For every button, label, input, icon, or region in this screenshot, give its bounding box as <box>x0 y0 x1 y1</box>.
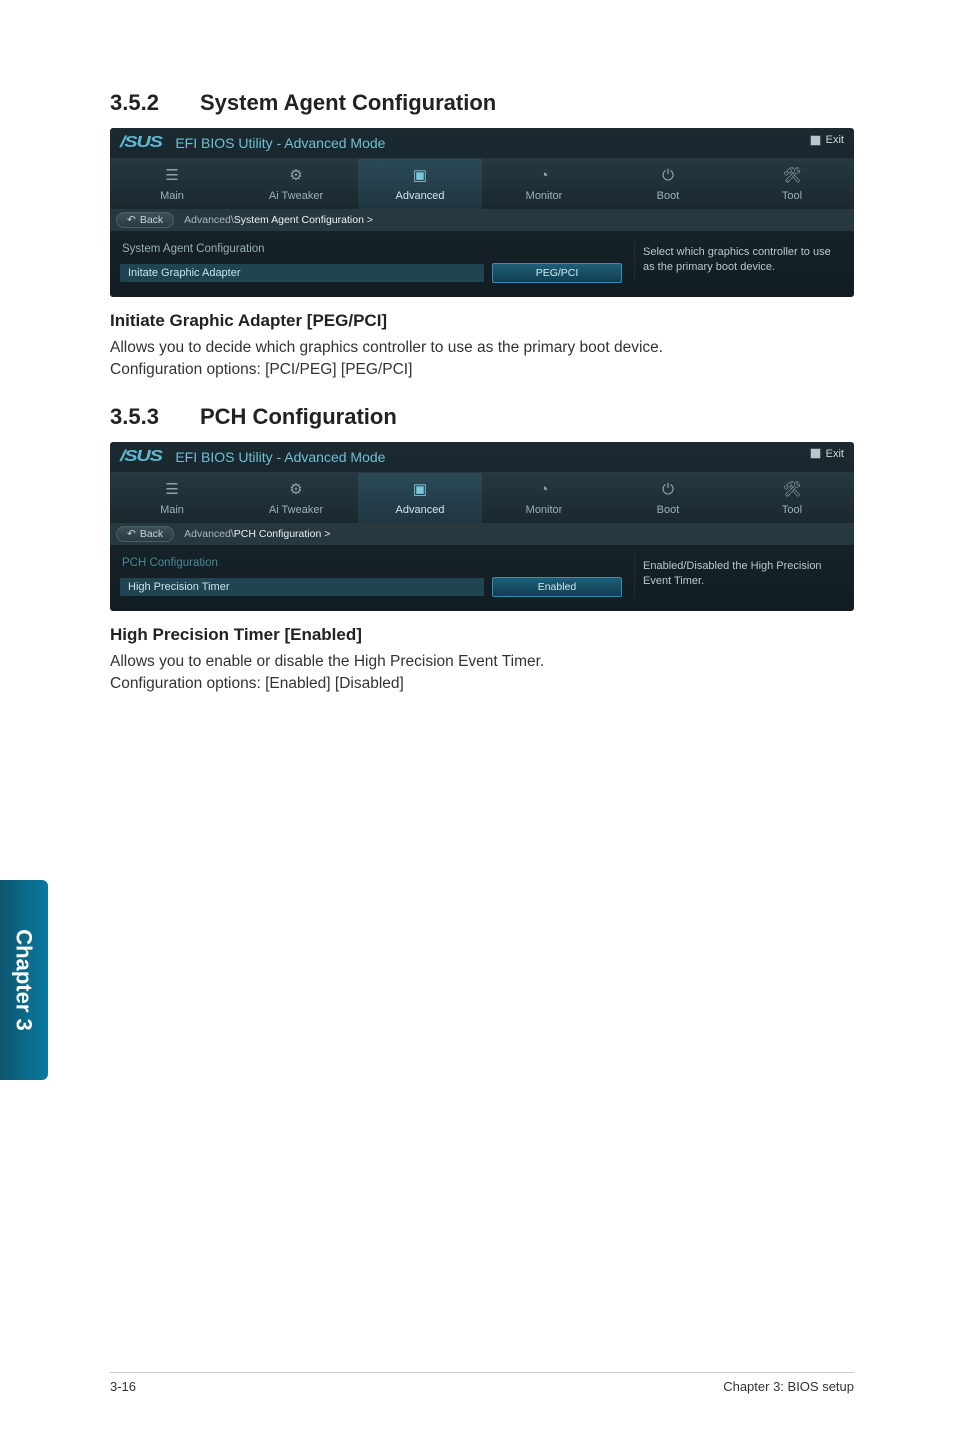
tab-label: Advanced <box>396 190 445 202</box>
tab-label: Monitor <box>526 504 563 516</box>
body-line: Allows you to decide which graphics cont… <box>110 339 663 356</box>
breadcrumb-current: System Agent Configuration > <box>234 214 373 226</box>
tab-row: ☰ Main ⚙ Ai Tweaker ▣ Advanced ◔ Monitor ⏻ Bo… <box>110 473 854 523</box>
tab-tweaker[interactable]: ⚙ Ai Tweaker <box>234 159 358 209</box>
config-title: System Agent Configuration <box>120 239 622 263</box>
config-value[interactable]: PEG/PCI <box>492 263 622 283</box>
body-line: Configuration options: [Enabled] [Disabl… <box>110 675 404 692</box>
back-button[interactable]: ↶ Back <box>116 526 174 542</box>
tab-boot[interactable]: ⏻ Boot <box>606 473 730 523</box>
tab-row: ☰ Main ⚙ Ai Tweaker ▣ Advanced ◔ Monitor ⏻ Bo… <box>110 159 854 209</box>
section-number: 3.5.3 <box>110 404 200 430</box>
breadcrumb-prefix: Advanced\ <box>184 214 234 226</box>
tab-boot[interactable]: ⏻ Boot <box>606 159 730 209</box>
back-label: Back <box>140 214 163 226</box>
page-number: 3-16 <box>110 1379 136 1394</box>
tab-advanced[interactable]: ▣ Advanced <box>358 159 482 209</box>
config-value[interactable]: Enabled <box>492 577 622 597</box>
help-text: Enabled/Disabled the High Precision Even… <box>643 559 840 589</box>
wrench-icon: ⚙ <box>234 481 358 499</box>
body-text: Allows you to decide which graphics cont… <box>110 337 854 382</box>
tab-label: Ai Tweaker <box>269 504 323 516</box>
settings-column: PCH Configuration High Precision Timer E… <box>120 553 622 597</box>
tab-label: Ai Tweaker <box>269 190 323 202</box>
help-column: Enabled/Disabled the High Precision Even… <box>634 553 844 597</box>
chapter-side-tab: Chapter 3 <box>0 880 48 1080</box>
monitor-icon: ◔ <box>482 167 606 185</box>
page-footer: 3-16 Chapter 3: BIOS setup <box>110 1372 854 1394</box>
content-area: System Agent Configuration Initate Graph… <box>110 231 854 297</box>
back-label: Back <box>140 528 163 540</box>
exit-icon <box>810 135 821 146</box>
settings-column: System Agent Configuration Initate Graph… <box>120 239 622 283</box>
tool-icon: 🛠 <box>730 481 854 499</box>
exit-label: Exit <box>826 134 844 146</box>
config-label: Initate Graphic Adapter <box>120 264 484 282</box>
section-heading: 3.5.3 PCH Configuration <box>110 404 854 430</box>
tab-monitor[interactable]: ◔ Monitor <box>482 159 606 209</box>
exit-button[interactable]: Exit <box>810 134 844 146</box>
section-number: 3.5.2 <box>110 90 200 116</box>
exit-button[interactable]: Exit <box>810 448 844 460</box>
bios-header: /SUS EFI BIOS Utility - Advanced Mode Ex… <box>110 442 854 473</box>
power-icon: ⏻ <box>606 167 730 185</box>
tab-tool[interactable]: 🛠 Tool <box>730 473 854 523</box>
bios-panel-pch: /SUS EFI BIOS Utility - Advanced Mode Ex… <box>110 442 854 611</box>
tab-label: Main <box>160 190 184 202</box>
tab-label: Tool <box>782 190 802 202</box>
body-text: Allows you to enable or disable the High… <box>110 651 854 696</box>
tool-icon: 🛠 <box>730 167 854 185</box>
back-button[interactable]: ↶ Back <box>116 212 174 228</box>
config-label: High Precision Timer <box>120 578 484 596</box>
breadcrumb-bar: ↶ Back Advanced\ System Agent Configurat… <box>110 209 854 231</box>
body-line: Allows you to enable or disable the High… <box>110 653 544 670</box>
back-arrow-icon: ↶ <box>127 214 136 226</box>
content-area: PCH Configuration High Precision Timer E… <box>110 545 854 611</box>
chip-icon: ▣ <box>358 481 482 499</box>
subsection-heading: Initiate Graphic Adapter [PEG/PCI] <box>110 311 854 331</box>
section-heading: 3.5.2 System Agent Configuration <box>110 90 854 116</box>
back-arrow-icon: ↶ <box>127 528 136 540</box>
tab-label: Monitor <box>526 190 563 202</box>
tab-label: Tool <box>782 504 802 516</box>
list-icon: ☰ <box>110 167 234 185</box>
bios-header-title: EFI BIOS Utility - Advanced Mode <box>175 449 385 465</box>
section-title: PCH Configuration <box>200 404 854 430</box>
asus-logo: /SUS <box>120 134 162 152</box>
section-title: System Agent Configuration <box>200 90 854 116</box>
exit-label: Exit <box>826 448 844 460</box>
wrench-icon: ⚙ <box>234 167 358 185</box>
chip-icon: ▣ <box>358 167 482 185</box>
footer-title: Chapter 3: BIOS setup <box>723 1379 854 1394</box>
breadcrumb-bar: ↶ Back Advanced\ PCH Configuration > <box>110 523 854 545</box>
bios-panel-system-agent: /SUS EFI BIOS Utility - Advanced Mode Ex… <box>110 128 854 297</box>
tab-label: Main <box>160 504 184 516</box>
asus-logo: /SUS <box>120 448 162 466</box>
config-title: PCH Configuration <box>120 553 622 577</box>
breadcrumb-current: PCH Configuration > <box>234 528 331 540</box>
subsection-heading: High Precision Timer [Enabled] <box>110 625 854 645</box>
tab-label: Advanced <box>396 504 445 516</box>
chapter-label: Chapter 3 <box>11 929 37 1030</box>
config-row-graphic-adapter[interactable]: Initate Graphic Adapter PEG/PCI <box>120 263 622 283</box>
tab-tweaker[interactable]: ⚙ Ai Tweaker <box>234 473 358 523</box>
tab-tool[interactable]: 🛠 Tool <box>730 159 854 209</box>
body-line: Configuration options: [PCI/PEG] [PEG/PC… <box>110 361 412 378</box>
list-icon: ☰ <box>110 481 234 499</box>
monitor-icon: ◔ <box>482 481 606 499</box>
tab-label: Boot <box>657 190 680 202</box>
bios-header: /SUS EFI BIOS Utility - Advanced Mode Ex… <box>110 128 854 159</box>
tab-main[interactable]: ☰ Main <box>110 473 234 523</box>
power-icon: ⏻ <box>606 481 730 499</box>
exit-icon <box>810 448 821 459</box>
tab-monitor[interactable]: ◔ Monitor <box>482 473 606 523</box>
bios-header-title: EFI BIOS Utility - Advanced Mode <box>175 135 385 151</box>
tab-label: Boot <box>657 504 680 516</box>
breadcrumb-prefix: Advanced\ <box>184 528 234 540</box>
tab-main[interactable]: ☰ Main <box>110 159 234 209</box>
help-text: Select which graphics controller to use … <box>643 245 840 275</box>
config-row-hpt[interactable]: High Precision Timer Enabled <box>120 577 622 597</box>
tab-advanced[interactable]: ▣ Advanced <box>358 473 482 523</box>
help-column: Select which graphics controller to use … <box>634 239 844 283</box>
